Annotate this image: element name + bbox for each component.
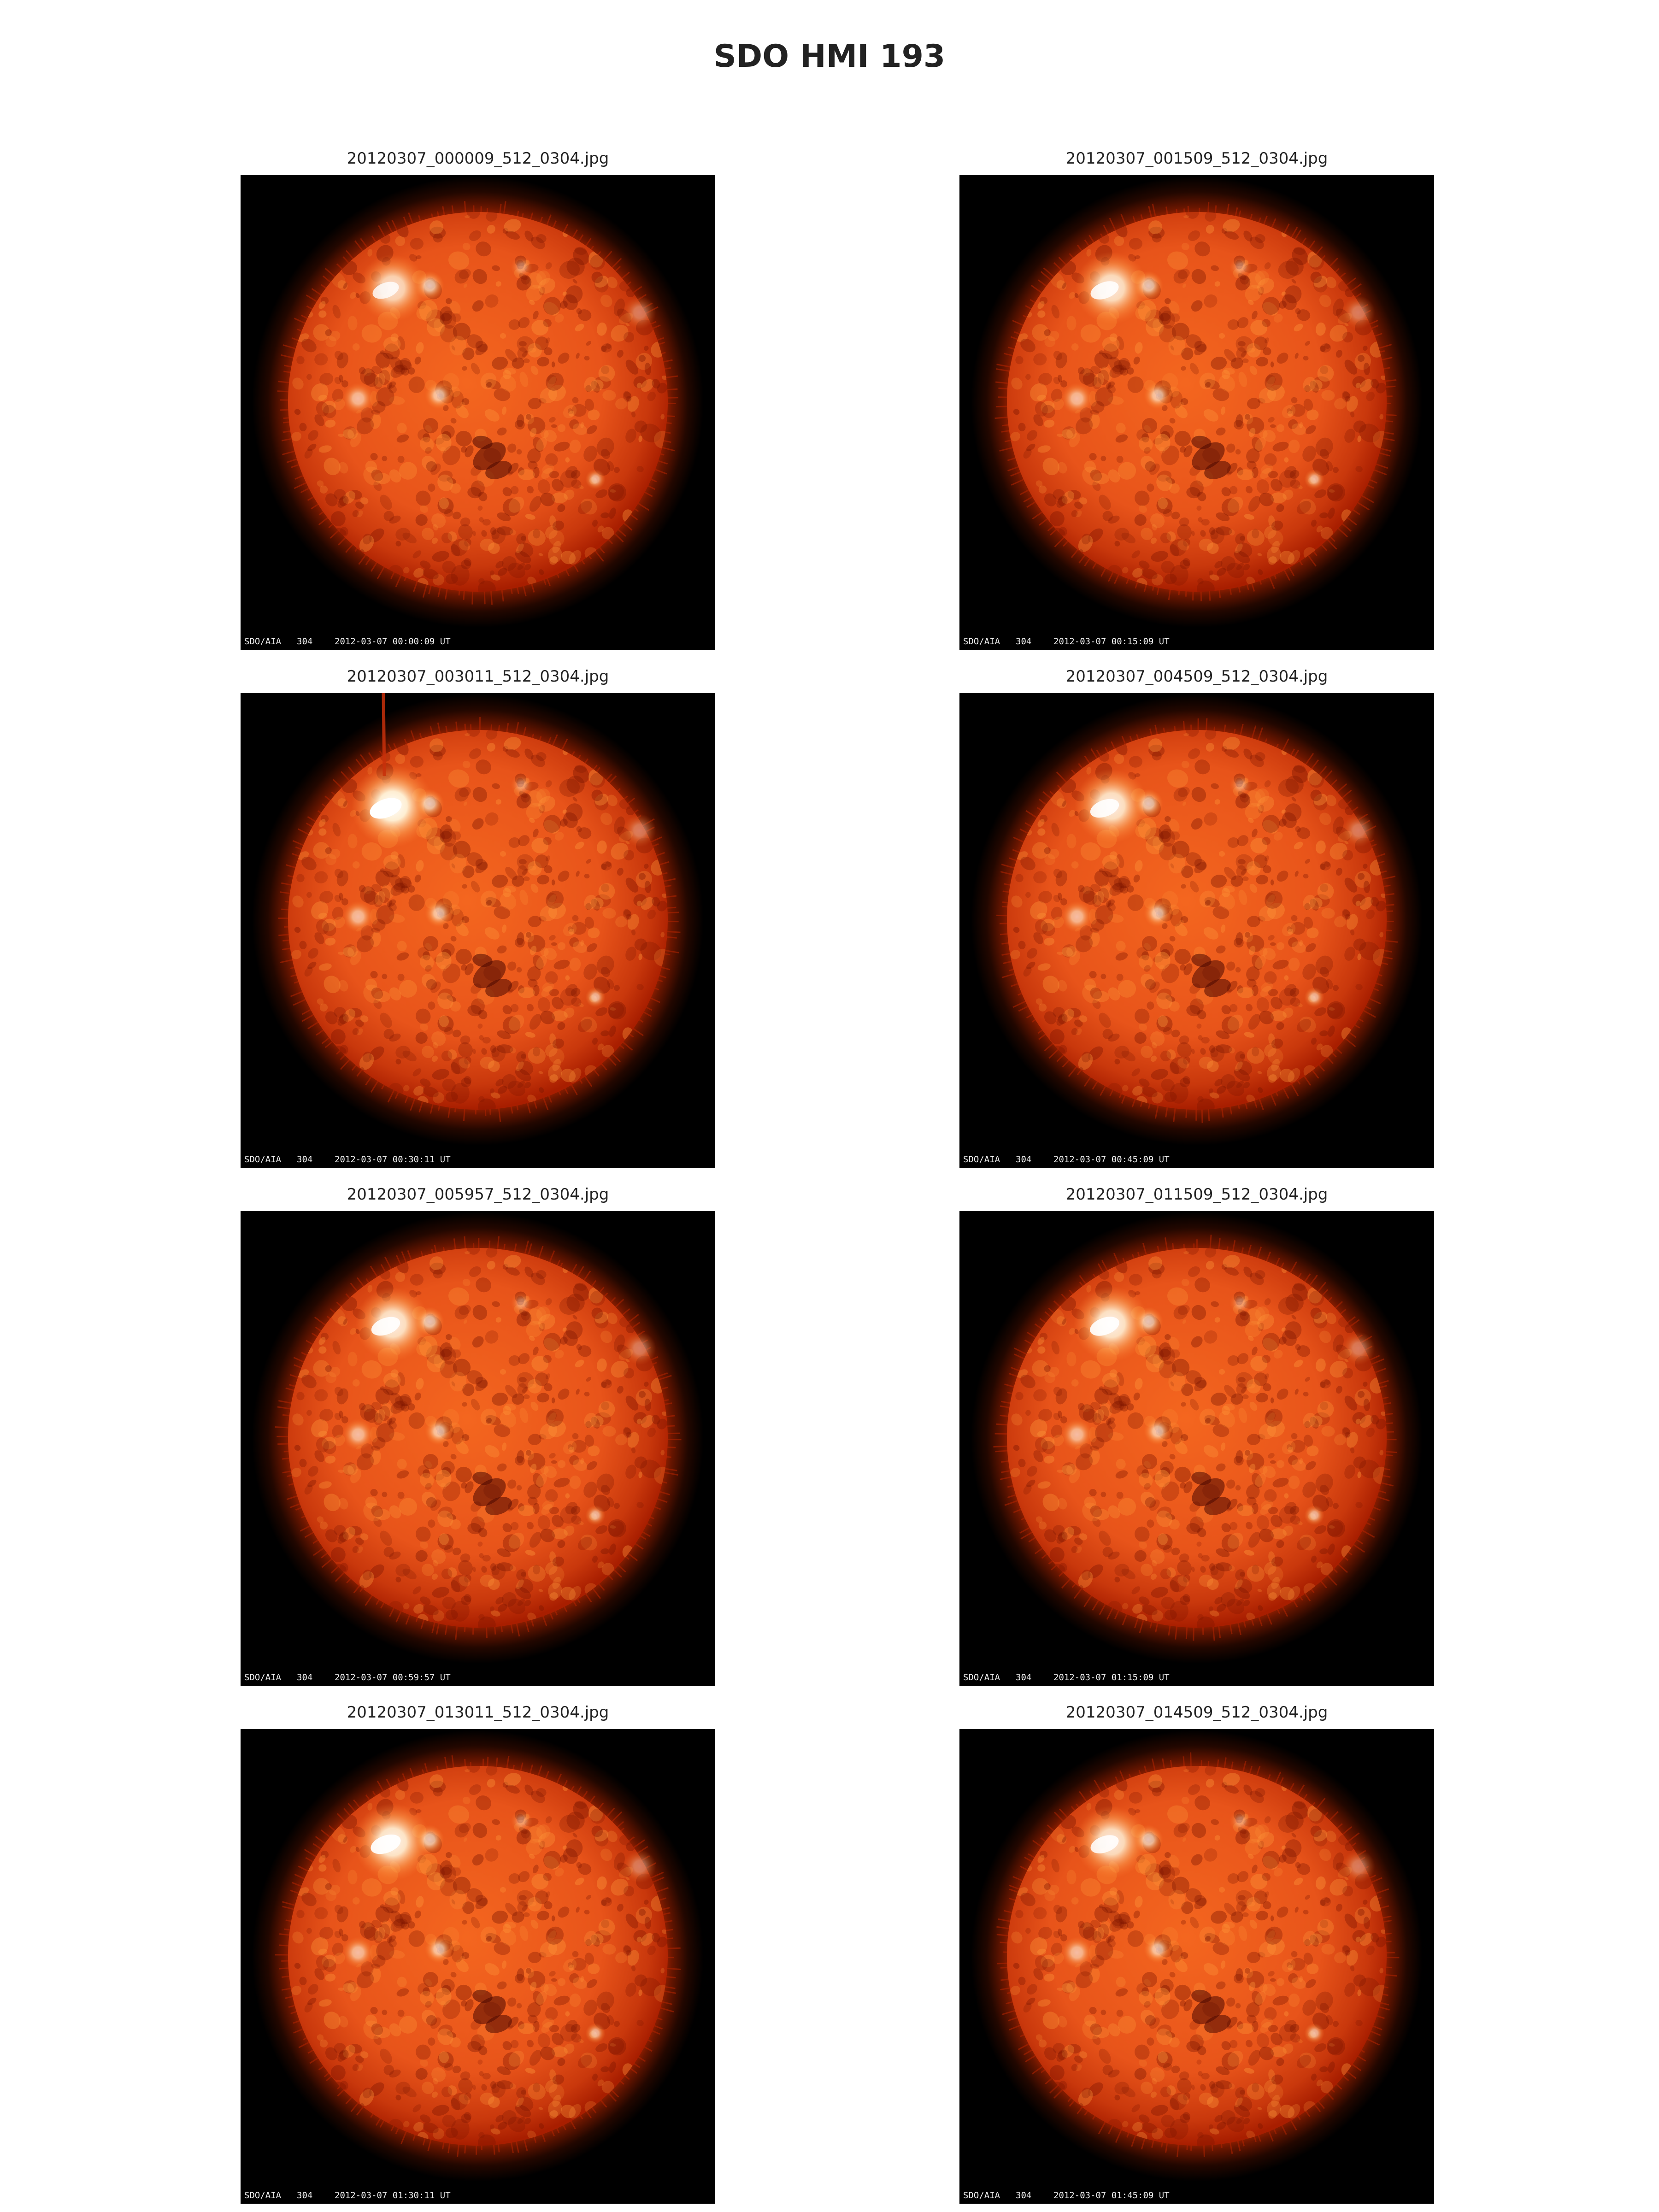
wavelength-label: 304 — [1016, 1154, 1031, 1165]
solar-image: SDO/AIA 304 2012-03-07 01:15:09 UT — [959, 1211, 1434, 1686]
limb-spicules — [996, 718, 1398, 1124]
limb-spicules — [275, 1755, 681, 2158]
instrument-label: SDO/AIA — [244, 1154, 282, 1165]
timestamp-label: 2012-03-07 00:15:09 UT — [1053, 636, 1170, 647]
image-filename: 20120307_005957_512_0304.jpg — [347, 1185, 609, 1204]
solar-image: SDO/AIA 304 2012-03-07 00:59:57 UT — [241, 1211, 715, 1686]
sun-image-canvas: SDO/AIA 304 2012-03-07 01:15:09 UT — [959, 1211, 1434, 1686]
timestamp-label: 2012-03-07 00:59:57 UT — [335, 1672, 451, 1683]
chromosphere-texture — [291, 730, 668, 1110]
solar-image: SDO/AIA 304 2012-03-07 01:45:09 UT — [959, 1729, 1434, 2204]
instrument-label: SDO/AIA — [244, 636, 282, 647]
solar-image: SDO/AIA 304 2012-03-07 00:15:09 UT — [959, 175, 1434, 650]
timestamp-label: 2012-03-07 00:45:09 UT — [1053, 1154, 1170, 1165]
image-filename: 20120307_004509_512_0304.jpg — [1065, 667, 1328, 686]
active-regions — [1061, 1286, 1375, 1525]
wavelength-label: 304 — [297, 1154, 312, 1165]
image-filename: 20120307_003011_512_0304.jpg — [347, 667, 609, 686]
sun-image-canvas: SDO/AIA 304 2012-03-07 01:30:11 UT — [241, 1729, 715, 2204]
wavelength-label: 304 — [297, 1672, 312, 1683]
prominence-jet — [382, 693, 386, 777]
sun-image-canvas: SDO/AIA 304 2012-03-07 00:00:09 UT — [241, 175, 715, 650]
sun-image-canvas: SDO/AIA 304 2012-03-07 00:59:57 UT — [241, 1211, 715, 1686]
wavelength-label: 304 — [1016, 2190, 1031, 2200]
timestamp-label: 2012-03-07 01:45:09 UT — [1053, 2190, 1170, 2200]
solar-image: SDO/AIA 304 2012-03-07 00:00:09 UT — [241, 175, 715, 650]
image-filename: 20120307_011509_512_0304.jpg — [1065, 1185, 1328, 1204]
sun-image-canvas: SDO/AIA 304 2012-03-07 00:45:09 UT — [959, 693, 1434, 1168]
timestamp-label: 2012-03-07 00:00:09 UT — [335, 636, 451, 647]
image-filename: 20120307_013011_512_0304.jpg — [347, 1703, 609, 1722]
timestamp-label: 2012-03-07 00:30:11 UT — [335, 1154, 451, 1165]
instrument-label: SDO/AIA — [963, 2190, 1000, 2200]
timestamp-label: 2012-03-07 01:15:09 UT — [1053, 1672, 1170, 1683]
image-filename: 20120307_000009_512_0304.jpg — [347, 149, 609, 168]
chromosphere-texture — [1010, 1766, 1387, 2146]
sun-image-canvas: SDO/AIA 304 2012-03-07 01:45:09 UT — [959, 1729, 1434, 2204]
active-regions — [1061, 1806, 1375, 2043]
image-filename: 20120307_014509_512_0304.jpg — [1065, 1703, 1328, 1722]
solar-image: SDO/AIA 304 2012-03-07 01:30:11 UT — [241, 1729, 715, 2204]
instrument-label: SDO/AIA — [963, 636, 1000, 647]
instrument-label: SDO/AIA — [963, 1154, 1000, 1165]
active-regions — [342, 254, 656, 489]
active-regions — [1061, 769, 1375, 1007]
image-filename: 20120307_001509_512_0304.jpg — [1065, 149, 1328, 168]
wavelength-label: 304 — [1016, 1672, 1031, 1683]
wavelength-label: 304 — [1016, 636, 1031, 647]
sun-image-canvas: SDO/AIA 304 2012-03-07 00:15:09 UT — [959, 175, 1434, 650]
active-regions — [1061, 252, 1375, 489]
sun-image-canvas: SDO/AIA 304 2012-03-07 00:30:11 UT — [241, 693, 715, 1168]
wavelength-label: 304 — [297, 2190, 312, 2200]
active-regions — [342, 765, 656, 1007]
solar-image: SDO/AIA 304 2012-03-07 00:30:11 UT — [241, 693, 715, 1168]
chromosphere-texture — [1010, 1248, 1387, 1628]
solar-image: SDO/AIA 304 2012-03-07 00:45:09 UT — [959, 693, 1434, 1168]
active-regions — [342, 1287, 656, 1525]
timestamp-label: 2012-03-07 01:30:11 UT — [335, 2190, 451, 2200]
wavelength-label: 304 — [297, 636, 312, 647]
instrument-label: SDO/AIA — [244, 1672, 282, 1683]
instrument-label: SDO/AIA — [963, 1672, 1000, 1683]
active-regions — [342, 1803, 656, 2043]
figure-title: SDO HMI 193 — [713, 38, 946, 75]
instrument-label: SDO/AIA — [244, 2190, 282, 2200]
